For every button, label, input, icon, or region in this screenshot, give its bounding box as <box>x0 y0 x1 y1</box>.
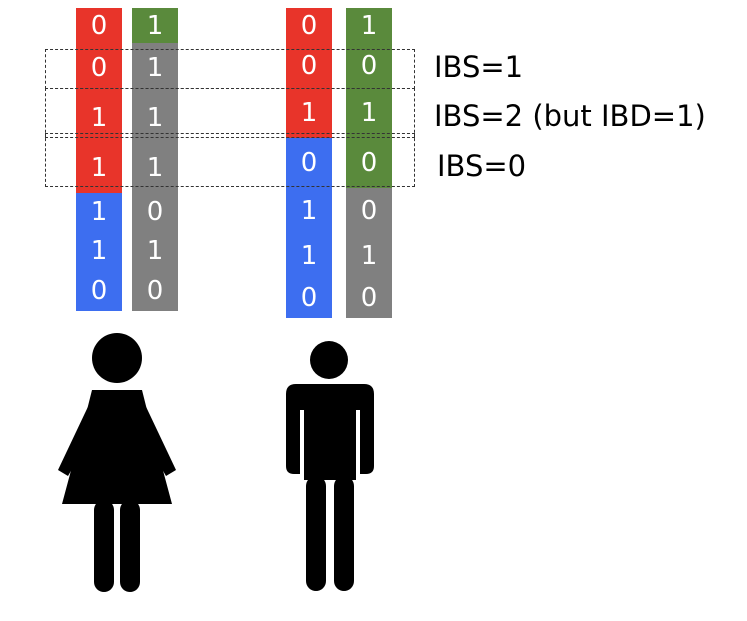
allele-digit: 1 <box>360 10 378 41</box>
woman-figure-icon <box>58 333 176 592</box>
allele-digit: 0 <box>146 276 164 306</box>
allele-digit: 1 <box>90 236 108 266</box>
allele-digit: 0 <box>360 148 378 178</box>
allele-digit: 1 <box>90 197 108 227</box>
allele-digit: 0 <box>300 148 318 178</box>
chromosome-segment-blue <box>76 193 122 311</box>
chromosome-segment-blue <box>286 138 332 318</box>
chromosome-segment-green <box>132 8 178 43</box>
allele-digit: 1 <box>90 153 108 183</box>
allele-digit: 1 <box>146 153 164 183</box>
allele-digit: 0 <box>90 53 108 83</box>
ibs1-region-box <box>45 49 415 89</box>
allele-digit: 1 <box>300 195 318 226</box>
chromosome-segment-gray <box>346 188 392 318</box>
allele-digit: 1 <box>300 98 318 128</box>
allele-digit: 0 <box>300 50 318 81</box>
chromosome-segment-red <box>286 8 332 138</box>
ibs2-region-box <box>45 88 415 138</box>
allele-digit: 1 <box>146 10 164 41</box>
allele-digit: 0 <box>300 10 318 41</box>
chromosome-segment-gray <box>132 43 178 311</box>
man-chromosome-2: 1 0 1 0 0 1 0 <box>346 8 392 318</box>
ibs0-region-box <box>45 133 415 187</box>
allele-digit: 0 <box>146 197 164 227</box>
allele-digit: 1 <box>300 240 318 271</box>
ibs2-label: IBS=2 (but IBD=1) <box>434 99 706 133</box>
man-chromosome-1: 0 0 1 0 1 1 0 <box>286 8 332 318</box>
allele-digit: 1 <box>146 236 164 266</box>
allele-digit: 1 <box>360 98 378 128</box>
allele-digit: 0 <box>90 10 108 41</box>
man-figure-icon <box>286 341 374 591</box>
allele-digit: 0 <box>360 283 378 313</box>
ibs0-label: IBS=0 <box>437 149 527 183</box>
ibs1-label: IBS=1 <box>434 50 524 84</box>
allele-digit: 0 <box>360 195 378 226</box>
allele-digit: 1 <box>360 240 378 271</box>
allele-digit: 1 <box>146 103 164 133</box>
woman-chromosome-2: 1 1 1 1 0 1 0 <box>132 8 178 311</box>
allele-digit: 1 <box>90 103 108 133</box>
allele-digit: 0 <box>300 283 318 313</box>
allele-digit: 1 <box>146 53 164 83</box>
chromosome-segment-green <box>346 8 392 188</box>
allele-digit: 0 <box>90 276 108 306</box>
allele-digit: 0 <box>360 50 378 81</box>
woman-chromosome-1: 0 0 1 1 1 1 0 <box>76 8 122 311</box>
chromosome-segment-red <box>76 8 122 193</box>
